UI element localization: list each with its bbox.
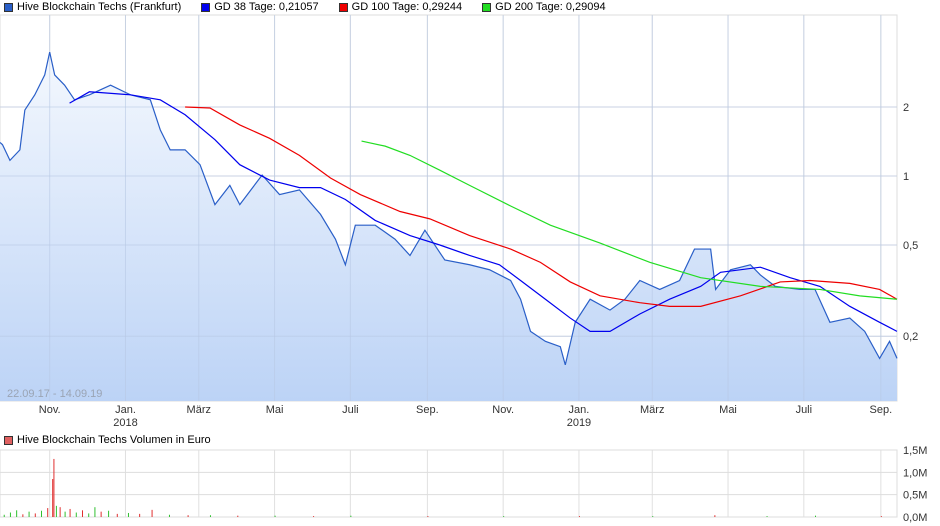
volume-bar: [151, 509, 153, 517]
volume-bar: [81, 510, 83, 517]
volume-bar: [116, 513, 118, 517]
volume-bar: [16, 510, 18, 517]
y-tick-label: 1: [903, 171, 909, 183]
volume-bar: [209, 515, 211, 517]
price-area-fill: [0, 52, 897, 401]
x-tick-label: Nov.: [39, 404, 61, 416]
x-tick-label: Mai: [266, 404, 284, 416]
volume-y-tick-label: 0,0M: [903, 512, 927, 524]
volume-bar: [168, 514, 170, 517]
volume-bar: [139, 513, 141, 517]
volume-y-tick-label: 1,0M: [903, 467, 927, 479]
volume-bar: [52, 479, 54, 517]
legend-item-gd200: GD 200 Tage: 0,29094: [482, 0, 606, 14]
volume-bar: [766, 516, 768, 517]
legend-swatch: [201, 2, 211, 12]
volume-bar: [127, 512, 129, 517]
volume-bar: [880, 516, 882, 517]
legend-swatch: [338, 2, 348, 12]
volume-plot-area: [0, 449, 898, 518]
volume-y-tick-label: 0,5M: [903, 490, 927, 502]
legend-item-price: Hive Blockchain Techs (Frankfurt): [4, 0, 181, 14]
volume-bar: [40, 510, 42, 517]
volume-bar: [313, 516, 315, 517]
legend-swatch: [4, 435, 13, 445]
x-tick-label: Juli: [342, 404, 359, 416]
volume-bar: [237, 515, 239, 517]
x-tick-year: 2019: [567, 417, 591, 429]
x-tick-year: 2018: [113, 417, 137, 429]
series-line-gd-38-tage: [69, 91, 898, 332]
volume-title: Hive Blockchain Techs Volumen in Euro: [17, 434, 211, 446]
x-tick-label: Nov.: [492, 404, 514, 416]
legend-label: GD 100 Tage: 0,29244: [351, 1, 463, 13]
legend-swatch: [482, 2, 492, 12]
series-line-gd-100-tage: [185, 106, 898, 307]
volume-bar: [59, 507, 61, 517]
x-tick-label: Sep.: [870, 404, 893, 416]
volume-bar: [53, 458, 55, 517]
volume-bar: [34, 513, 36, 517]
x-tick-label: Sep.: [416, 404, 439, 416]
y-tick-label: 0,2: [903, 331, 918, 343]
volume-bar: [714, 515, 716, 517]
volume-bar: [22, 514, 24, 517]
x-tick-label: Mai: [719, 404, 737, 416]
volume-bar: [94, 507, 96, 517]
volume-bar: [652, 516, 654, 517]
volume-bar: [88, 513, 90, 517]
volume-bar: [55, 505, 57, 517]
volume-bar: [28, 511, 30, 517]
legend-item-gd100: GD 100 Tage: 0,29244: [338, 0, 463, 14]
volume-bar: [75, 512, 77, 517]
volume-bar: [503, 516, 505, 517]
date-range-label: 22.09.17 - 14.09.19: [7, 388, 102, 400]
volume-bar: [350, 515, 352, 517]
x-tick-label: März: [640, 404, 664, 416]
x-tick-label: Jan.: [569, 404, 590, 416]
volume-bar: [187, 515, 189, 517]
volume-bar: [108, 510, 110, 517]
y-tick-label: 0,5: [903, 240, 918, 252]
volume-bar: [69, 508, 71, 517]
legend-item-gd38: GD 38 Tage: 0,21057: [201, 0, 319, 14]
volume-bar: [9, 512, 11, 517]
volume-bar: [3, 514, 5, 517]
x-tick-label: Juli: [796, 404, 813, 416]
volume-bar: [578, 516, 580, 517]
volume-bar: [47, 508, 49, 517]
series-line-gd-200-tage: [361, 140, 898, 300]
x-tick-label: März: [187, 404, 211, 416]
volume-legend: Hive Blockchain Techs Volumen in Euro: [4, 434, 211, 446]
volume-bar: [427, 516, 429, 517]
legend-label: Hive Blockchain Techs (Frankfurt): [17, 1, 182, 13]
volume-y-tick-label: 1,5M: [903, 445, 927, 457]
price-legend: Hive Blockchain Techs (Frankfurt) GD 38 …: [4, 0, 626, 14]
series-line-price: [0, 52, 898, 366]
legend-label: GD 200 Tage: 0,29094: [495, 1, 606, 13]
y-tick-label: 2: [903, 102, 909, 114]
volume-bar: [64, 511, 66, 517]
volume-bar: [100, 511, 102, 517]
volume-bar: [274, 515, 276, 517]
volume-bar: [815, 515, 817, 517]
legend-label: GD 38 Tage: 0,21057: [214, 1, 319, 13]
legend-swatch: [4, 2, 13, 12]
x-tick-label: Jan.: [115, 404, 136, 416]
